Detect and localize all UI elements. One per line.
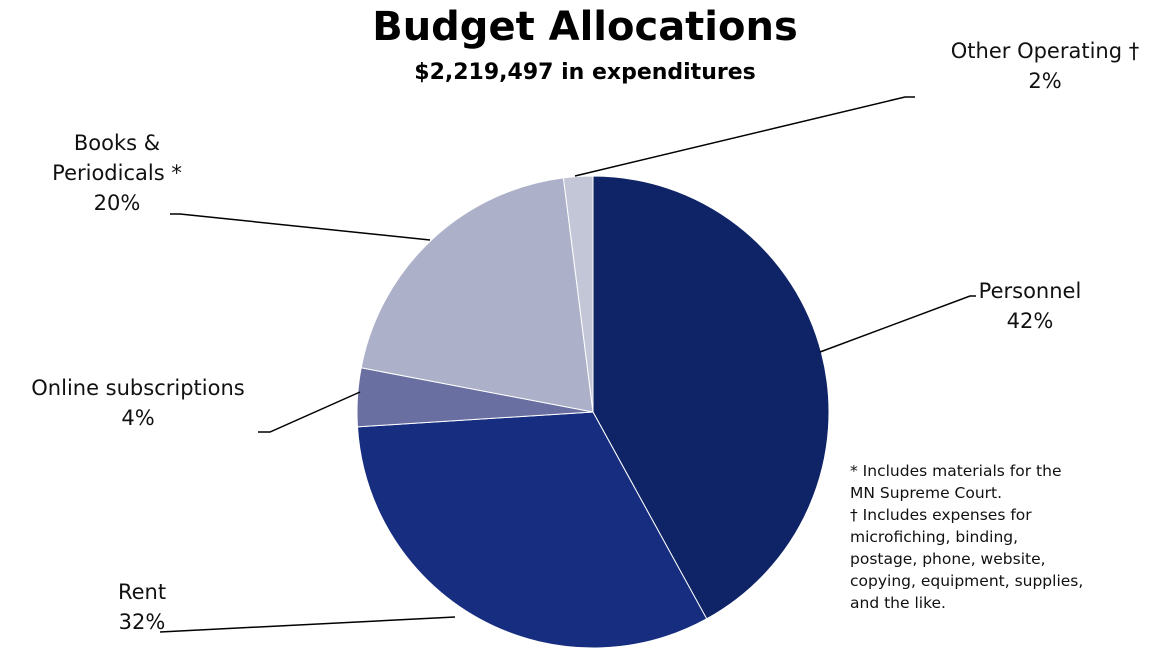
value-label: 4% <box>121 406 155 430</box>
data-label: Personnel 42% <box>950 276 1110 336</box>
leader-line <box>819 295 976 353</box>
leader-line <box>159 616 456 633</box>
leader-line <box>258 391 361 433</box>
pie-slice <box>562 175 594 413</box>
value-label: 2% <box>1028 69 1062 93</box>
data-label: Other Operating † 2% <box>915 36 1175 96</box>
leader-line <box>574 96 915 177</box>
data-label: Books & Periodicals * 20% <box>27 128 207 218</box>
value-label: 32% <box>118 610 166 634</box>
category-label: Online subscriptions <box>31 376 245 400</box>
chart-title: Budget Allocations <box>372 4 798 50</box>
category-label: Other Operating † <box>950 39 1140 63</box>
footnote: * Includes materials for the MN Supreme … <box>850 462 1062 502</box>
value-label: 20% <box>93 191 141 215</box>
pie-slice <box>356 411 708 649</box>
pie-slice <box>592 175 830 620</box>
data-label: Online subscriptions 4% <box>0 373 278 433</box>
category-label: Rent <box>117 580 167 604</box>
footnotes: * Includes materials for the MN Supreme … <box>850 460 1090 614</box>
category-label: Personnel <box>978 279 1082 303</box>
data-label: Rent 32% <box>92 577 192 637</box>
pie-slice <box>360 177 594 413</box>
category-label: Books & Periodicals * <box>52 131 182 185</box>
value-label: 42% <box>1006 309 1054 333</box>
leader-line <box>170 213 431 241</box>
footnote: † Includes expenses for microfiching, bi… <box>850 506 1084 612</box>
chart-subtitle: $2,219,497 in expenditures <box>414 60 756 85</box>
